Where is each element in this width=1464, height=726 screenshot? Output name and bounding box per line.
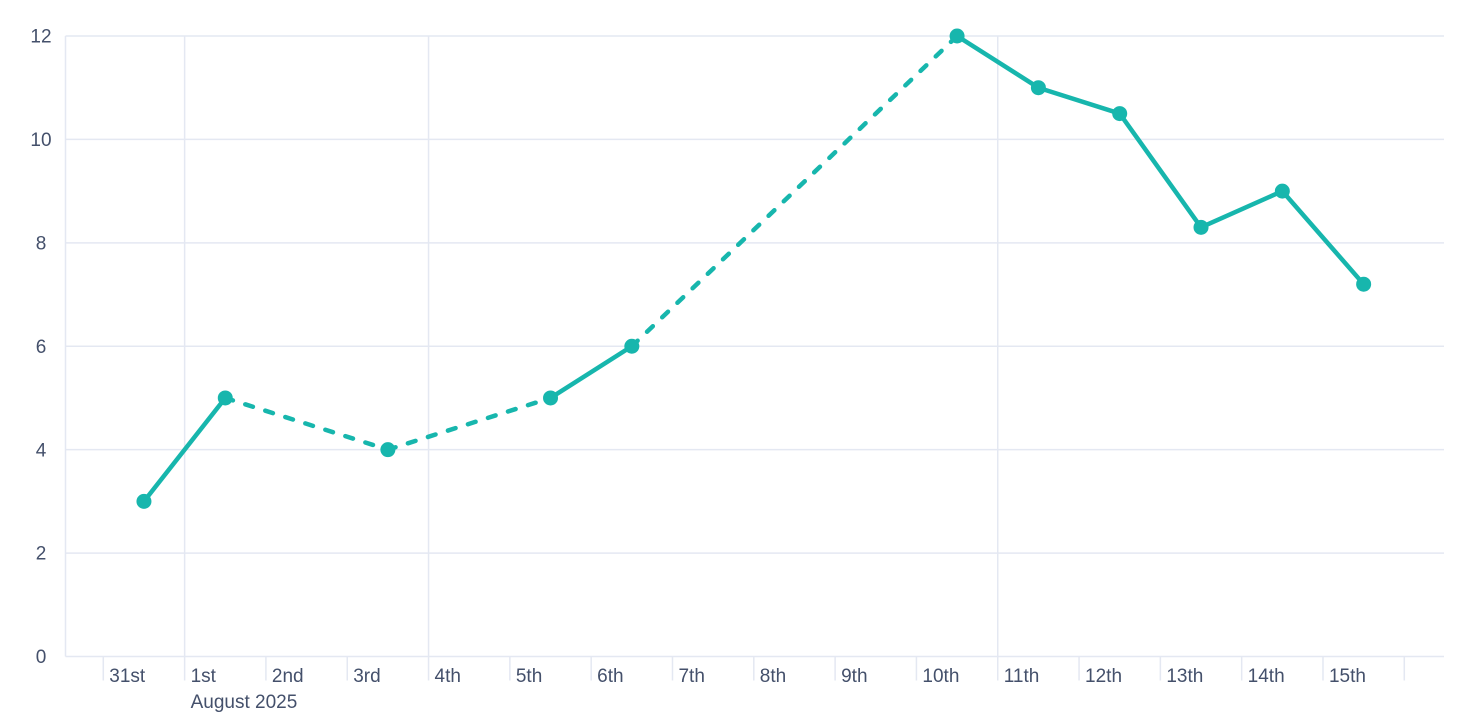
x-axis-label: 15th — [1329, 666, 1366, 687]
series-segment-solid — [1198, 188, 1285, 230]
y-axis-label: 6 — [36, 337, 47, 358]
series-segment-solid — [1036, 85, 1122, 116]
series-segment-solid — [548, 344, 635, 401]
series-segment-solid — [954, 33, 1041, 90]
series-segment-solid — [141, 395, 228, 504]
x-axis-label: 11th — [1004, 666, 1040, 687]
data-point-dot[interactable] — [136, 493, 152, 509]
x-axis-label: 31st — [109, 666, 146, 687]
x-axis-label: 9th — [841, 666, 867, 687]
x-axis-label: 1st — [191, 666, 217, 687]
x-axis-label: 4th — [435, 666, 461, 687]
data-point-dot[interactable] — [1112, 106, 1128, 122]
data-point-dot[interactable] — [1030, 80, 1046, 96]
series-segment-dashed — [223, 395, 391, 452]
data-point-dot[interactable] — [949, 28, 965, 44]
y-axis-label: 8 — [36, 233, 47, 254]
x-axis-label: 8th — [760, 666, 786, 687]
data-point-dot[interactable] — [624, 338, 640, 354]
data-point-dot[interactable] — [1356, 276, 1372, 292]
x-axis-label: 13th — [1166, 666, 1203, 687]
x-axis-label: 5th — [516, 666, 542, 687]
x-axis-label: 14th — [1248, 666, 1285, 687]
series-segment-solid — [1280, 188, 1366, 287]
x-axis-label: 6th — [597, 666, 623, 687]
y-axis-label: 12 — [30, 27, 51, 48]
series-segment-solid — [1117, 111, 1204, 230]
month-label: August 2025 — [191, 692, 298, 713]
data-point-dot[interactable] — [1274, 183, 1290, 199]
x-axis-label: 2nd — [272, 666, 304, 687]
series-segment-dashed — [385, 395, 553, 452]
x-axis-label: 7th — [678, 666, 704, 687]
y-axis-label: 2 — [36, 544, 47, 565]
x-axis-label: 12th — [1085, 666, 1122, 687]
y-axis-label: 4 — [36, 440, 47, 461]
series-segment-dashed — [629, 33, 960, 349]
y-axis-label: 10 — [30, 130, 51, 151]
data-point-dot[interactable] — [380, 442, 396, 458]
y-axis-label: 0 — [36, 647, 47, 668]
data-point-dot[interactable] — [1193, 219, 1209, 235]
data-point-dot[interactable] — [543, 390, 559, 406]
x-axis-label: 3rd — [353, 666, 380, 687]
data-point-dot[interactable] — [217, 390, 233, 406]
x-axis-label: 10th — [922, 666, 959, 687]
